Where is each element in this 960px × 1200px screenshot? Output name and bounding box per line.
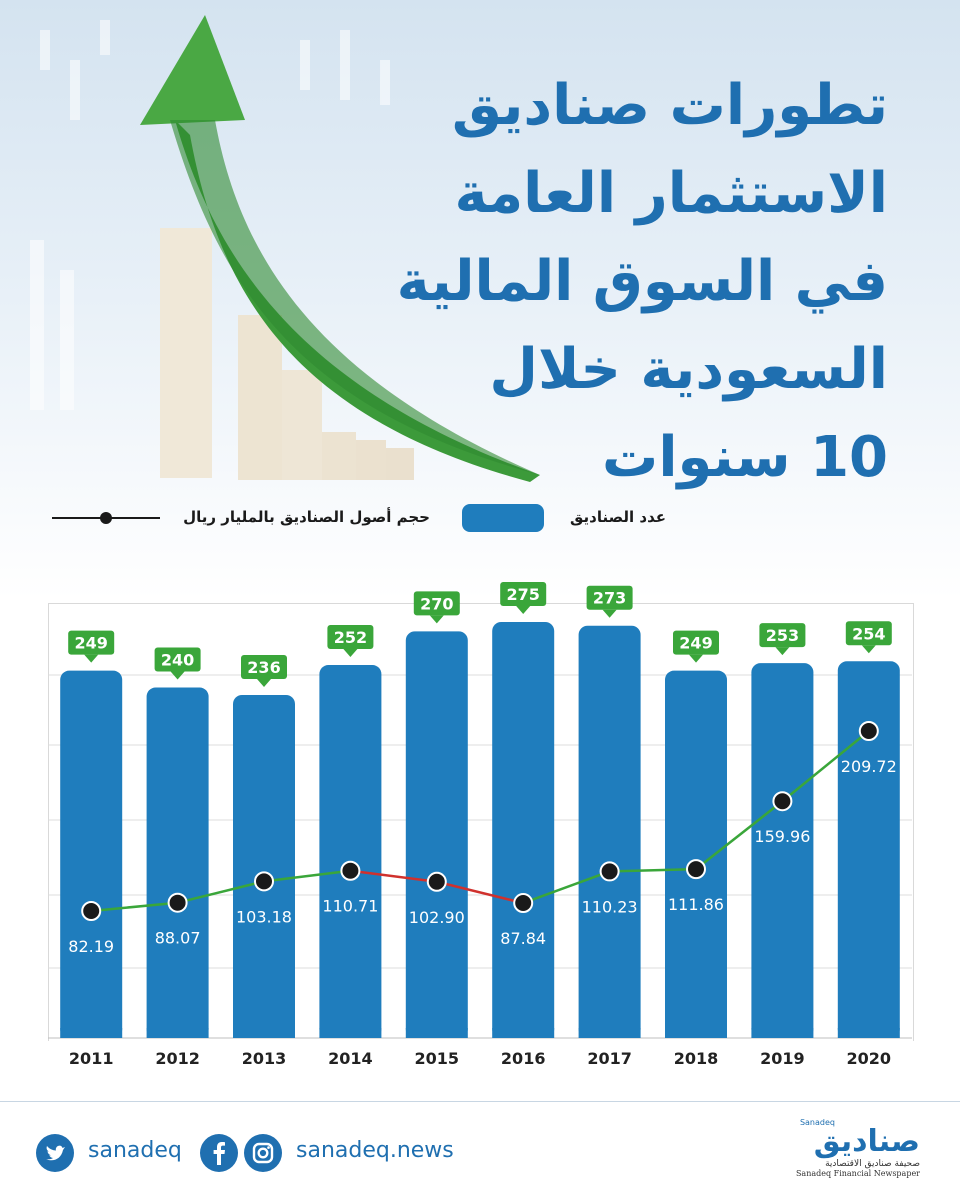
bar-2012 <box>146 687 209 1038</box>
line-value-label: 110.23 <box>582 897 638 916</box>
title-line-3: في السوق المالية <box>396 249 888 314</box>
instagram-icon[interactable] <box>244 1134 282 1172</box>
bar-value-text: 240 <box>161 651 194 670</box>
bar-value-label: 253 <box>759 623 806 656</box>
line-value-label: 159.96 <box>754 827 810 846</box>
line-value-label: 82.19 <box>68 937 114 956</box>
x-tick-2017: 2017 <box>587 1049 632 1068</box>
line-segment <box>350 869 437 884</box>
title-line-5: 10 سنوات <box>602 425 888 490</box>
bar-2017 <box>578 625 641 1038</box>
brand-ar: صناديق <box>813 1124 920 1159</box>
line-segment <box>695 800 784 871</box>
bar-value-text: 275 <box>506 585 539 604</box>
bar-2019 <box>751 663 814 1038</box>
combo-chart: 249 2011 240 2012 236 2013 252 2014 270 2015 275 20… <box>48 582 912 1068</box>
line-segment <box>781 730 870 803</box>
bar-value-label: 254 <box>845 621 892 654</box>
legend-bars-label: عدد الصناديق <box>570 508 666 526</box>
footer-divider <box>0 1101 960 1102</box>
bar-value-text: 270 <box>420 594 453 613</box>
hero-background <box>0 0 960 600</box>
brand-sub-en: Sanadeq Financial Newspaper <box>795 1169 920 1178</box>
legend-line-label: حجم أصول الصناديق بالمليار ريال <box>183 508 430 526</box>
brand-en-small: Sanadeq <box>799 1118 835 1127</box>
bar-2020 <box>837 661 900 1038</box>
bar-value-label: 249 <box>673 630 719 663</box>
twitter-icon[interactable] <box>36 1134 74 1172</box>
chart-frame <box>48 603 914 1041</box>
title-line-1: تطورات صناديق <box>451 73 888 138</box>
bar-value-label: 270 <box>413 591 460 624</box>
bar-value-text: 236 <box>247 658 280 677</box>
bar-value-label: 236 <box>241 655 287 687</box>
bar-value-label: 273 <box>586 585 633 618</box>
line-value-label: 87.84 <box>500 929 546 948</box>
line-point-2015 <box>426 871 447 892</box>
line-segment <box>609 867 697 873</box>
line-value-label: 111.86 <box>668 895 724 914</box>
x-tick-2015: 2015 <box>415 1049 460 1068</box>
line-point-2017 <box>599 861 620 882</box>
bar-2018 <box>665 670 727 1038</box>
brand-logo: Sanadeq صناديق صحيفة صناديق الاقتصادية S… <box>796 1118 920 1178</box>
brand-sub-ar: صحيفة صناديق الاقتصادية <box>825 1159 920 1169</box>
line-value-label: 102.90 <box>409 908 465 927</box>
line-segment <box>263 869 351 883</box>
line-value-label: 103.18 <box>236 907 292 926</box>
line-segment <box>91 901 178 913</box>
line-point-2014 <box>340 860 361 881</box>
title-line-2: الاستثمار العامة <box>454 161 888 226</box>
bar-value-text: 273 <box>593 589 626 608</box>
line-segment <box>177 880 265 904</box>
hero-illustration <box>140 15 540 482</box>
line-point-2011 <box>81 901 102 921</box>
line-segment <box>522 870 611 905</box>
bar-2011 <box>60 670 123 1038</box>
website-link[interactable]: sanadeq.news <box>296 1138 454 1163</box>
line-segment <box>436 880 524 905</box>
line-value-label: 110.71 <box>322 897 378 916</box>
facebook-icon[interactable] <box>200 1134 238 1172</box>
x-tick-2018: 2018 <box>674 1049 719 1068</box>
legend-bar-swatch <box>462 504 544 532</box>
bar-value-text: 252 <box>334 628 367 647</box>
line-point-2018 <box>686 859 706 880</box>
bar-2013 <box>233 695 295 1038</box>
legend-line-swatch <box>52 512 160 524</box>
bar-value-label: 275 <box>500 582 547 614</box>
bar-2016 <box>492 622 555 1038</box>
x-tick-2012: 2012 <box>155 1049 200 1068</box>
line-point-2013 <box>254 871 274 892</box>
line-value-label: 209.72 <box>841 757 897 776</box>
bar-value-label: 252 <box>327 625 374 658</box>
bar-value-label: 249 <box>68 630 115 663</box>
x-tick-2019: 2019 <box>760 1049 805 1068</box>
x-tick-2011: 2011 <box>69 1049 114 1068</box>
bar-value-label: 240 <box>154 647 201 680</box>
x-tick-2014: 2014 <box>328 1049 373 1068</box>
title-line-4: السعودية خلال <box>489 337 888 402</box>
twitter-handle[interactable]: sanadeq <box>88 1138 182 1163</box>
bar-2015 <box>405 631 468 1038</box>
bar-value-text: 249 <box>74 634 107 653</box>
x-tick-2013: 2013 <box>242 1049 287 1068</box>
line-point-2020 <box>858 721 879 741</box>
infographic-title: تطورات صناديق الاستثمار العامة في السوق … <box>328 62 888 502</box>
x-tick-2016: 2016 <box>501 1049 546 1068</box>
bar-value-text: 249 <box>679 634 712 653</box>
bar-2014 <box>319 665 382 1038</box>
line-point-2012 <box>167 892 188 913</box>
line-value-label: 88.07 <box>155 929 201 948</box>
line-point-2016 <box>513 893 534 914</box>
x-tick-2020: 2020 <box>847 1049 892 1068</box>
bar-value-text: 253 <box>766 626 799 645</box>
bar-value-text: 254 <box>852 624 885 643</box>
line-point-2019 <box>772 791 793 812</box>
